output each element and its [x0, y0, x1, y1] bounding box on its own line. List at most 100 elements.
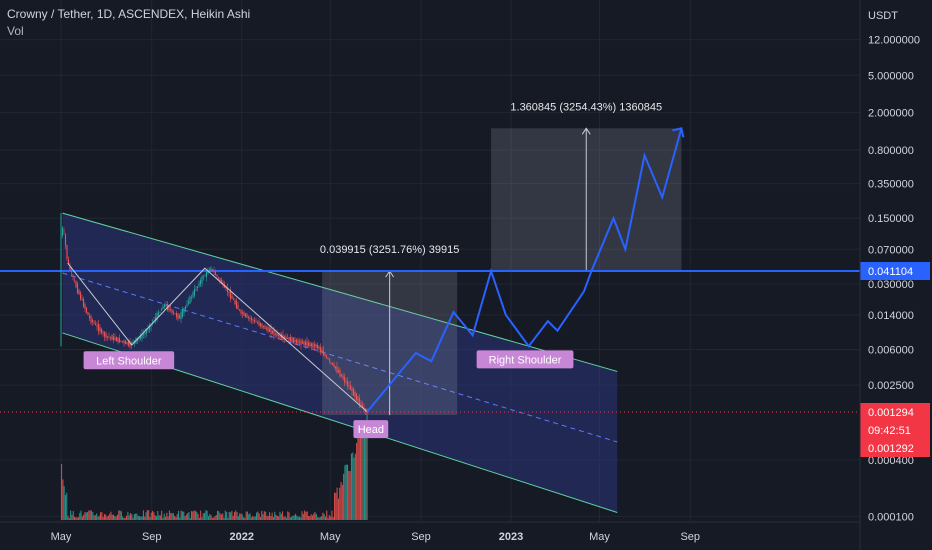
volume-bar	[326, 510, 328, 520]
candle-body	[171, 309, 173, 313]
measure-arrowhead-2	[581, 127, 591, 135]
volume-bar	[276, 515, 278, 520]
volume-bar	[352, 452, 354, 520]
candle-body	[90, 315, 92, 323]
candle	[342, 372, 344, 381]
candle-body	[315, 344, 317, 348]
candle	[345, 378, 347, 385]
candle-body	[97, 324, 100, 332]
volume-bar	[94, 515, 96, 520]
volume-bar	[360, 435, 362, 520]
candle-body	[354, 391, 356, 398]
candle-body	[63, 231, 65, 233]
candle	[81, 294, 83, 302]
candle	[312, 342, 314, 350]
volume-bar	[305, 511, 307, 520]
volume-bar	[171, 513, 173, 520]
candle-body	[91, 320, 94, 322]
volume-bar	[284, 516, 286, 520]
volume-bar	[332, 517, 334, 520]
candle	[115, 336, 118, 342]
candle	[162, 303, 164, 310]
candle-body	[243, 312, 245, 316]
candle	[291, 336, 293, 344]
candle	[313, 340, 316, 351]
candle	[163, 303, 166, 311]
volume-bar	[287, 511, 289, 520]
candle	[361, 401, 364, 408]
time-axis-tick: May	[589, 531, 610, 543]
volume-bar	[176, 514, 178, 520]
candle-body	[262, 325, 265, 328]
volume-bar	[145, 512, 147, 520]
candle	[93, 320, 95, 325]
candle-body	[324, 354, 326, 356]
candle-body	[111, 335, 113, 341]
volume-bar	[85, 512, 87, 520]
candle	[147, 324, 149, 333]
volume-bar	[309, 516, 311, 520]
candle-body	[189, 296, 191, 304]
candle	[66, 244, 68, 262]
candle-body	[325, 355, 328, 358]
volume-bar	[209, 513, 211, 520]
price-axis-tick: 0.070000	[868, 244, 914, 256]
volume-bar	[146, 510, 148, 520]
volume-bar	[139, 515, 141, 520]
candle	[157, 309, 160, 317]
volume-bar	[349, 471, 351, 520]
candle	[264, 324, 266, 330]
price-axis-tick: 0.150000	[868, 213, 914, 225]
candle-body	[82, 298, 85, 307]
volume-bar	[323, 513, 325, 520]
channel-fill	[62, 213, 618, 513]
price-axis-tick: 0.014000	[868, 310, 914, 322]
candle	[181, 306, 184, 319]
volume-bar	[118, 510, 120, 520]
volume-bar	[127, 511, 129, 520]
volume-bar	[239, 513, 241, 520]
candle-body	[148, 325, 151, 330]
candle-body	[132, 342, 134, 344]
candle-body	[202, 277, 205, 279]
candle-body	[312, 342, 314, 348]
candle-body	[190, 297, 193, 299]
volume-bar	[80, 510, 82, 520]
price-axis-tick: 2.000000	[868, 108, 914, 120]
candle-body	[330, 361, 332, 363]
candle-body	[81, 298, 83, 300]
volume-bar	[263, 511, 265, 520]
volume-bar	[232, 515, 234, 520]
candle-body	[274, 333, 277, 335]
volume-bar	[175, 517, 177, 520]
candle	[232, 296, 235, 301]
volume-bar	[289, 517, 291, 520]
candle	[327, 357, 329, 360]
candle	[126, 341, 128, 346]
candle-body	[360, 402, 362, 405]
candle	[295, 338, 298, 346]
volume-bar	[129, 513, 131, 520]
candle-body	[64, 234, 67, 246]
volume-bar	[180, 510, 182, 520]
candle	[211, 268, 214, 272]
candle	[142, 329, 145, 339]
price-axis-tick: 0.800000	[868, 145, 914, 157]
candle	[96, 321, 98, 331]
volume-bar	[241, 514, 243, 520]
volume-bar	[245, 511, 247, 520]
candle-body	[277, 334, 280, 337]
volume-bar	[76, 517, 78, 520]
candle-body	[193, 289, 196, 296]
candle	[210, 265, 212, 272]
candle	[354, 390, 356, 401]
candle	[229, 286, 232, 303]
candle-body	[192, 292, 194, 298]
candle	[309, 341, 311, 349]
candle-body	[187, 301, 190, 304]
candle-body	[147, 329, 149, 331]
volume-bar	[120, 511, 122, 520]
candle	[177, 312, 179, 322]
price-axis-tick: 0.006000	[868, 344, 914, 356]
